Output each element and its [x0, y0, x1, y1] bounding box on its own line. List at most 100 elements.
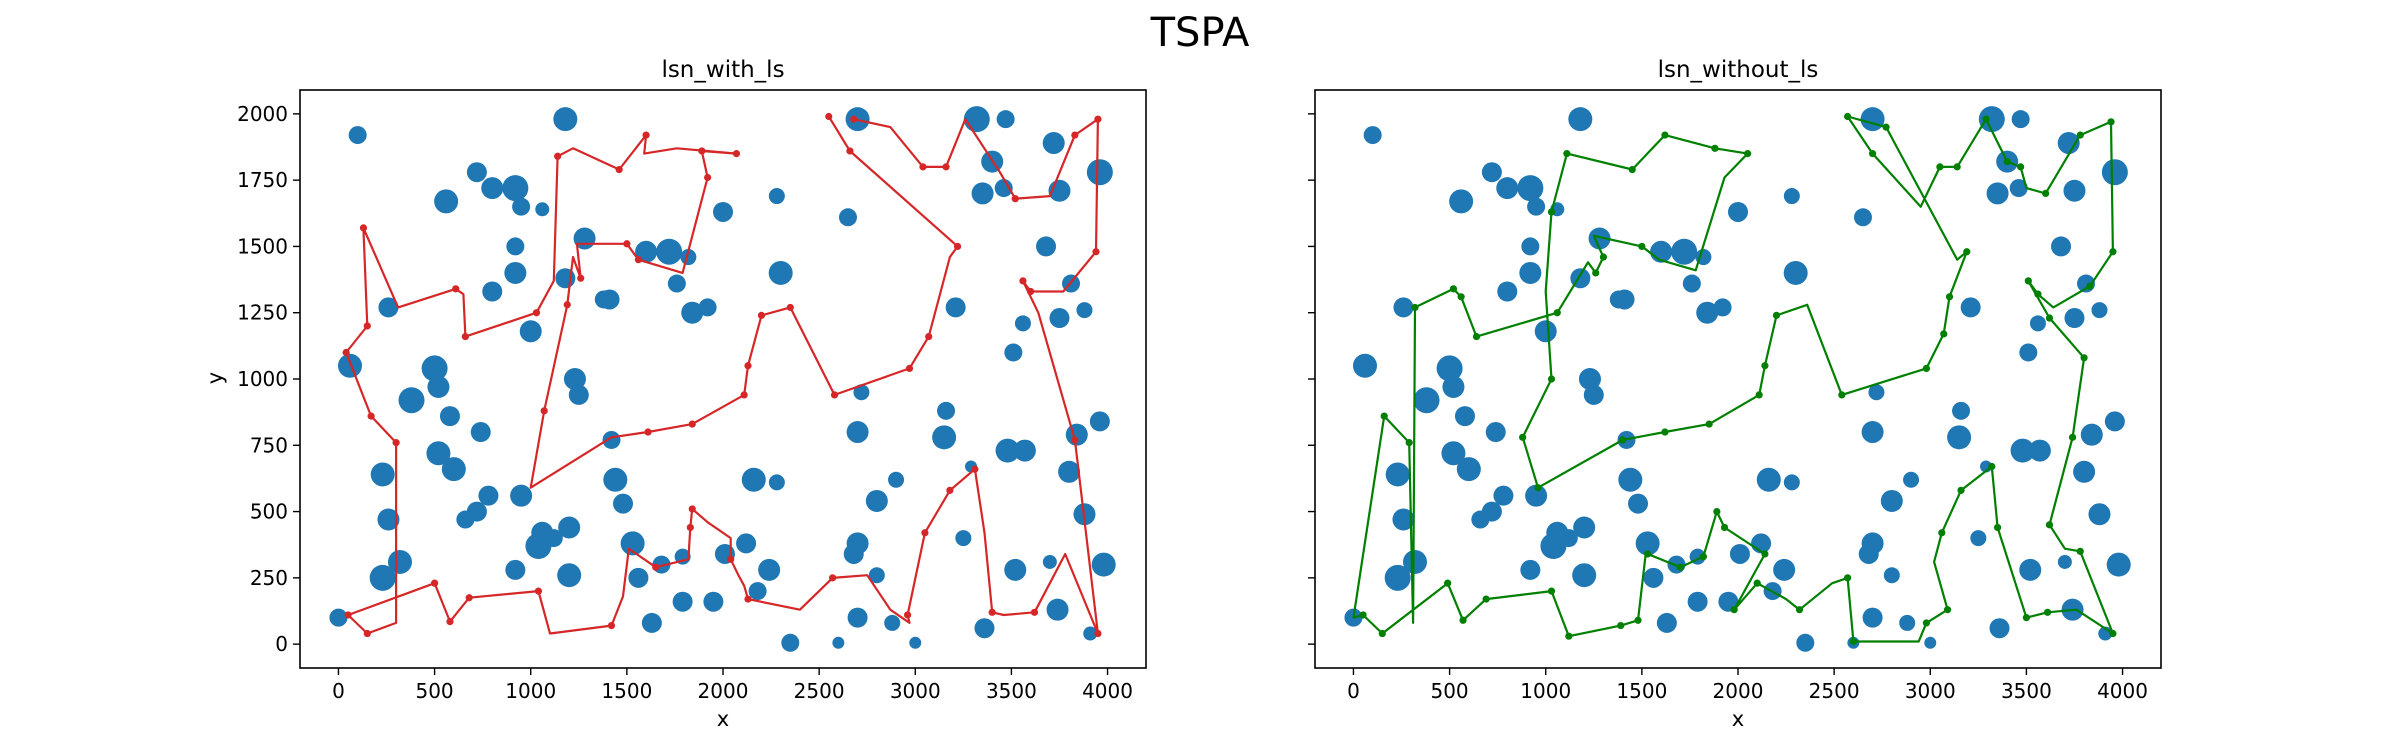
- tour-node: [1628, 165, 1636, 174]
- tour-node: [1027, 287, 1035, 296]
- data-point: [558, 516, 581, 539]
- data-point: [703, 591, 724, 612]
- tour-node: [1444, 579, 1452, 587]
- data-point: [398, 387, 425, 414]
- data-point: [1471, 510, 1490, 529]
- tour-node: [732, 150, 741, 158]
- tour-node: [1755, 391, 1763, 399]
- data-point: [656, 238, 683, 265]
- data-point: [1614, 289, 1635, 310]
- x-tick-label: 1000: [505, 679, 556, 703]
- data-point: [1525, 484, 1548, 507]
- subplot-lsn-without-ls: lsn_without_ls x 0 500 1000 1500 2000 2500 300…: [1308, 57, 2162, 731]
- data-point: [1402, 549, 1427, 574]
- data-point: [1729, 543, 1750, 564]
- tour-node: [1071, 131, 1079, 139]
- data-point: [1493, 485, 1514, 506]
- tour-node: [1720, 523, 1729, 532]
- data-point: [2106, 552, 2131, 577]
- data-point: [563, 368, 586, 390]
- tour-path: [345, 115, 1099, 635]
- tour-node: [2107, 118, 2115, 126]
- x-tick-label: 4000: [1082, 679, 1133, 703]
- data-point: [2019, 558, 2042, 581]
- data-point: [1578, 368, 1601, 390]
- tour-node: [828, 574, 837, 582]
- tour-node: [1547, 208, 1556, 216]
- data-point: [387, 549, 412, 574]
- data-point: [1363, 126, 1382, 145]
- tour-node: [1661, 131, 1669, 139]
- data-point: [832, 636, 845, 649]
- data-point: [741, 467, 766, 492]
- data-point: [2073, 460, 2096, 483]
- data-point: [996, 110, 1015, 129]
- data-point: [1042, 554, 1057, 569]
- tour-node: [1988, 462, 1996, 471]
- tour-node: [1359, 611, 1367, 619]
- data-point: [846, 421, 869, 444]
- tour-node: [2076, 547, 2084, 555]
- data-point: [478, 485, 499, 506]
- tour-node: [461, 332, 469, 341]
- data-point: [1952, 401, 1971, 420]
- x-tick-label: 0: [1347, 679, 1360, 703]
- data-point: [1481, 162, 1502, 183]
- figure-title: TSPA: [1150, 10, 1250, 56]
- data-point: [378, 297, 399, 318]
- data-point: [884, 614, 901, 631]
- data-point: [2064, 308, 2085, 329]
- tour-node: [704, 173, 712, 182]
- data-point: [602, 430, 621, 449]
- data-point: [337, 353, 362, 378]
- data-point: [1517, 175, 1544, 202]
- tour-node: [1936, 163, 1944, 171]
- tour-node: [688, 505, 696, 513]
- tour-node: [615, 165, 623, 174]
- data-point: [974, 618, 995, 639]
- x-tick-label: 1000: [1520, 679, 1571, 703]
- data-point: [1497, 281, 1518, 302]
- data-point: [603, 467, 628, 492]
- tour-node: [2042, 189, 2050, 198]
- tour-node: [757, 311, 766, 319]
- data-point: [736, 533, 757, 554]
- tour-node: [1661, 428, 1669, 436]
- data-point: [768, 260, 793, 285]
- data-point: [847, 607, 868, 628]
- data-point: [370, 462, 395, 487]
- tour-node: [688, 420, 696, 428]
- tour-node: [1619, 436, 1627, 444]
- tour-node: [359, 224, 368, 232]
- data-point: [620, 531, 645, 556]
- tour-node: [2076, 131, 2084, 139]
- data-point: [1521, 237, 1540, 256]
- tour-node: [2017, 163, 2025, 171]
- data-point: [1527, 197, 1546, 216]
- tour-node: [534, 587, 543, 595]
- tour-node: [1699, 553, 1707, 561]
- tour-node: [1753, 579, 1761, 587]
- tour-node: [342, 348, 350, 357]
- data-point: [955, 530, 972, 547]
- data-point: [1583, 384, 1604, 405]
- tour-node: [830, 391, 839, 399]
- data-point: [781, 633, 800, 652]
- data-point: [1352, 353, 1377, 378]
- tour-node: [1534, 484, 1542, 492]
- tour-node: [363, 629, 371, 638]
- tour-node: [825, 112, 833, 121]
- data-point: [1947, 425, 1972, 450]
- data-point: [502, 175, 529, 202]
- data-point: [748, 582, 767, 601]
- tour-node: [1411, 303, 1419, 312]
- data-point: [945, 297, 966, 318]
- tour-node: [1957, 486, 1965, 494]
- data-point: [512, 197, 531, 216]
- tour-node: [727, 555, 735, 563]
- data-point: [1091, 552, 1116, 577]
- data-point: [1986, 182, 2009, 205]
- tour-node: [1617, 621, 1625, 630]
- tour-node: [1380, 412, 1388, 420]
- tour-node: [740, 391, 748, 399]
